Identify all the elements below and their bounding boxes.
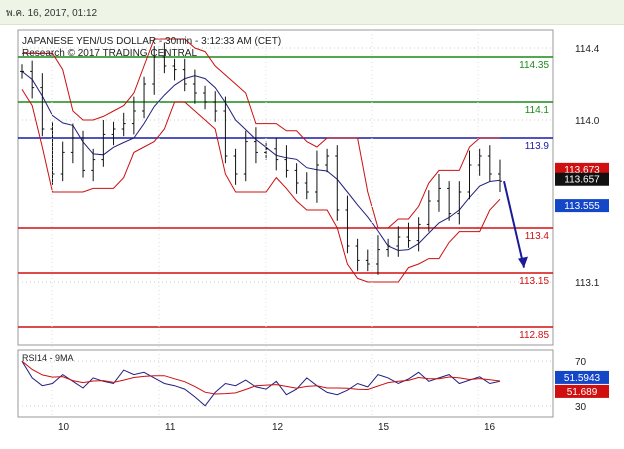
x-tick-label: 16 (484, 422, 496, 433)
x-tick-label: 12 (272, 422, 284, 433)
rsi-ma-value-label: 51.689 (567, 387, 598, 398)
price-box-label: 113.555 (564, 201, 600, 212)
lower-band (21, 89, 501, 283)
level-label: 113.9 (525, 141, 550, 152)
rsi-tick-label: 70 (575, 357, 587, 368)
level-label: 113.4 (525, 231, 550, 242)
rsi-title: RSI14 - 9MA (22, 353, 74, 363)
topbar: พ.ค. 16, 2017, 01:12 (0, 0, 624, 25)
rsi-value-box (555, 370, 609, 384)
rsi-value-label: 51.5943 (564, 373, 601, 384)
level-label: 112.85 (519, 330, 549, 341)
y-tick-label: 114.4 (575, 44, 600, 55)
rsi-tick-label: 30 (575, 402, 587, 413)
level-label: 114.1 (525, 105, 550, 116)
moving-average (21, 71, 501, 252)
main-plot: 114.35 114.1 113.9 113.4 113.15 112.85 (18, 30, 553, 417)
rsi-plot-frame (17, 349, 554, 418)
timestamp: พ.ค. 16, 2017, 01:12 (6, 8, 98, 19)
y-tick-label: 114.0 (575, 116, 600, 127)
price-box (555, 172, 609, 186)
price-box-label: 113.673 (564, 165, 600, 176)
forecast-arrow-line (503, 180, 525, 268)
price-box-label: 113.657 (564, 175, 600, 186)
x-tick-label: 10 (58, 422, 70, 433)
chart-subtitle: Research © 2017 TRADING CENTRAL (22, 48, 197, 59)
upper-band (22, 38, 500, 229)
x-tick-label: 15 (378, 422, 390, 433)
rsi-ma-value-box (555, 384, 609, 398)
level-label: 114.35 (519, 60, 549, 71)
chart-title: JAPANESE YEN/US DOLLAR - 30min - 3:12:33… (22, 36, 281, 47)
x-tick-label: 11 (165, 422, 176, 433)
level-label: 113.15 (519, 276, 549, 287)
rsi-ma-line (21, 360, 501, 395)
y-tick-label: 113.1 (575, 278, 600, 289)
forecast-arrowhead (518, 256, 528, 268)
price-box (555, 199, 609, 213)
rsi-plot (18, 360, 553, 407)
price-box (555, 162, 609, 176)
